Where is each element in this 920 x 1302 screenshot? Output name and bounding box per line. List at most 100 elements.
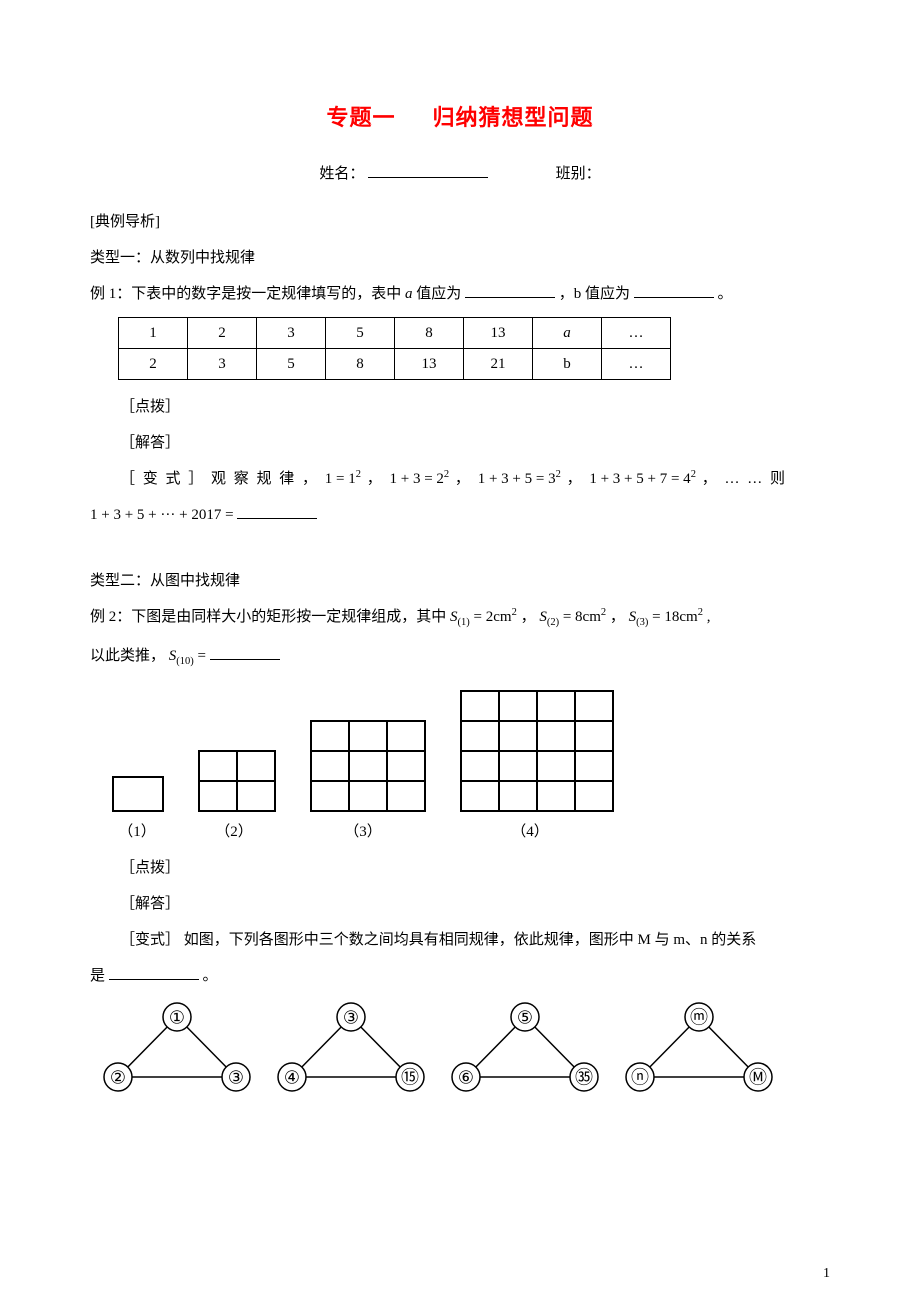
page-title: 专题一 归纳猜想型问题 [90, 100, 830, 132]
triangle-node-right: ㉟ [570, 1063, 598, 1091]
variant2-blank[interactable] [109, 965, 199, 980]
variant2-text-b: 是 [90, 968, 105, 984]
cell: a [533, 318, 602, 349]
cell: 3 [188, 349, 257, 380]
svg-text:⑤: ⑤ [517, 1007, 533, 1027]
triangle-diagram: ① ② ③ [102, 1001, 252, 1093]
comma: ， [610, 609, 625, 625]
triangle-diagram: ⓜⓝⓂ [624, 1001, 774, 1093]
grid-label: （3） [306, 820, 420, 841]
grid-cell [461, 751, 499, 781]
grid-cell [237, 781, 275, 811]
grid-cell [387, 781, 425, 811]
hint-label-1: ［点拨］ [90, 392, 830, 422]
ex2-tail: 以此类推， [90, 648, 165, 664]
grid-cell [537, 751, 575, 781]
title-part1: 专题一 [326, 105, 395, 130]
hint-label-2: ［点拨］ [90, 853, 830, 883]
answer-label-1: ［解答］ [90, 428, 830, 458]
grid [310, 720, 426, 812]
grid-cell [499, 691, 537, 721]
number-table: 1 2 3 5 8 13 a … 2 3 5 8 13 21 b … [118, 317, 671, 380]
svg-text:⑮: ⑮ [401, 1067, 419, 1087]
grid-cell [237, 751, 275, 781]
svg-text:㉟: ㉟ [575, 1067, 593, 1087]
grids-row [112, 690, 830, 812]
cell: … [602, 318, 671, 349]
ex1-blank-a[interactable] [465, 283, 555, 298]
ex1-text-d: 。 [718, 286, 733, 302]
grid-label: （4） [454, 820, 606, 841]
variant-2a: ［变式］ 如图，下列各图形中三个数之间均具有相同规律，依此规律，图形中 M 与 … [90, 925, 830, 955]
grid-cell [537, 721, 575, 751]
grid-cell [537, 691, 575, 721]
eq2: 1 + 3 = 22 [390, 471, 450, 487]
eq1: 1 = 12 [325, 471, 361, 487]
cell: 13 [464, 318, 533, 349]
grid-figure [198, 750, 276, 812]
eq4: 1 + 3 + 5 + 7 = 42 [589, 471, 696, 487]
variant1-blank[interactable] [237, 504, 317, 519]
svg-text:④: ④ [284, 1067, 300, 1087]
grid-cell [575, 691, 613, 721]
triangle-node-top: ① [163, 1003, 191, 1031]
cell: 5 [326, 318, 395, 349]
svg-text:Ⓜ: Ⓜ [749, 1067, 767, 1087]
grid-cell [499, 781, 537, 811]
ex2-blank[interactable] [210, 645, 280, 660]
svg-text:ⓝ: ⓝ [631, 1067, 649, 1087]
cell: 1 [119, 318, 188, 349]
intro-label: [典例导析] [90, 207, 830, 237]
svg-text:③: ③ [228, 1067, 244, 1087]
cell: 3 [257, 318, 326, 349]
name-class-line: 姓名： 班别： [90, 162, 830, 183]
grid-cell [311, 781, 349, 811]
grid-cell [349, 721, 387, 751]
grid [112, 776, 164, 812]
type1-heading: 类型一：从数列中找规律 [90, 243, 830, 273]
grid-cell [537, 781, 575, 811]
ex1-text-a: 例 1：下表中的数字是按一定规律填写的，表中 [90, 286, 401, 302]
grid-cell [461, 781, 499, 811]
variant1-sum-lhs: 1 + 3 + 5 + ··· + 2017 = [90, 507, 234, 523]
table-row: 1 2 3 5 8 13 a … [119, 318, 671, 349]
grid-labels-row: （1） （2） （3） （4） [112, 820, 830, 841]
page-number: 1 [823, 1266, 830, 1282]
example-1: 例 1：下表中的数字是按一定规律填写的，表中 a 值应为 ，b 值应为 。 [90, 279, 830, 309]
cell: 5 [257, 349, 326, 380]
name-blank[interactable] [368, 163, 488, 178]
triangle-diagram: ③④⑮ [276, 1001, 426, 1093]
title-part2: 归纳猜想型问题 [433, 105, 594, 130]
ex2-s2: S(2) = 8cm2 [539, 609, 606, 625]
grid-figure [310, 720, 426, 812]
ex2-s1: S(1) = 2cm2 [450, 609, 517, 625]
triangle-node-right: Ⓜ [744, 1063, 772, 1091]
ex2-s10: S(10) = [169, 648, 206, 664]
comma: ， [455, 471, 472, 487]
cell: 13 [395, 349, 464, 380]
variant-1-sum: 1 + 3 + 5 + ··· + 2017 = [90, 500, 830, 530]
grid-figure [460, 690, 614, 812]
ex1-blank-b[interactable] [634, 283, 714, 298]
variant-1: ［ 变 式 ］ 观 察 规 律 ， 1 = 12 ， 1 + 3 = 22 ， … [90, 464, 830, 494]
svg-text:⑥: ⑥ [458, 1067, 474, 1087]
variant1-prefix: ［ 变 式 ］ 观 察 规 律 ， [120, 471, 319, 487]
grid-cell [387, 751, 425, 781]
grid-cell [575, 781, 613, 811]
comma: ， [567, 471, 584, 487]
svg-text:①: ① [169, 1007, 185, 1027]
triangle-node-left: ② [104, 1063, 132, 1091]
grid-cell [575, 751, 613, 781]
cell: b [533, 349, 602, 380]
grid-cell [311, 751, 349, 781]
comma: ， [367, 471, 384, 487]
ex2-text-a: 例 2：下图是由同样大小的矩形按一定规律组成，其中 [90, 609, 446, 625]
ex2-s3: S(3) = 18cm2 [629, 609, 703, 625]
grid-label: （2） [196, 820, 272, 841]
variant2-text-c: 。 [203, 968, 218, 984]
grid-label: （1） [112, 820, 162, 841]
type2-heading: 类型二：从图中找规律 [90, 566, 830, 596]
ex1-text-c: ，b 值应为 [559, 286, 630, 302]
class-label: 班别： [556, 166, 601, 182]
cell: 8 [326, 349, 395, 380]
